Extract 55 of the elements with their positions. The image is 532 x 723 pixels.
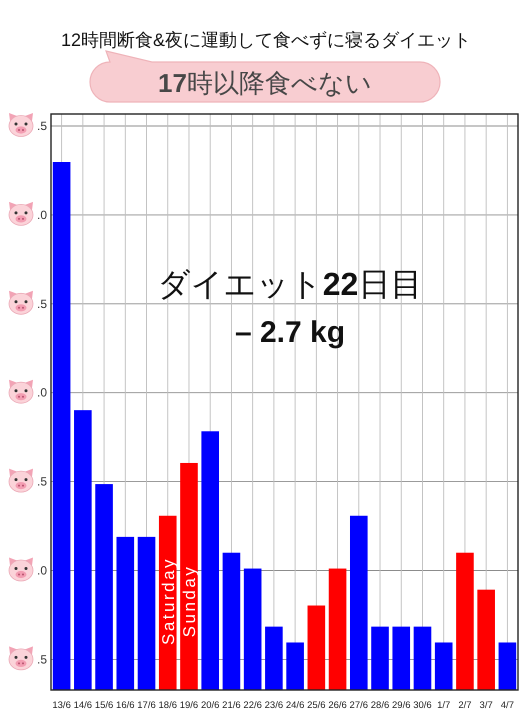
bar <box>244 568 262 690</box>
annotation: – 2.7 kg <box>234 316 346 349</box>
x-tick-label: 27/6 <box>350 700 368 711</box>
bar <box>308 606 326 690</box>
x-tick-label: 17/6 <box>137 700 156 711</box>
x-tick-label: 4/7 <box>500 700 514 711</box>
text: .5 <box>36 296 48 311</box>
bar <box>392 626 410 690</box>
bar <box>222 552 240 690</box>
x-tick-label: 18/6 <box>158 700 177 711</box>
text: .5 <box>36 474 48 489</box>
x-tick-label: 28/6 <box>370 700 390 711</box>
chart-subtitle: 17時以降食べない <box>158 68 372 98</box>
bar <box>116 536 134 690</box>
x-tick-label: 20/6 <box>200 700 220 711</box>
x-tick-label: 22/6 <box>243 700 262 711</box>
bar <box>477 590 495 690</box>
x-tick-label: 13/6 <box>52 700 71 711</box>
x-tick-label: 2/7 <box>458 700 472 711</box>
bar <box>414 626 432 690</box>
x-tick-label: 21/6 <box>222 700 241 711</box>
bar <box>138 536 156 690</box>
text: .0 <box>36 386 48 400</box>
bar <box>180 462 198 690</box>
x-tick-label: 14/6 <box>74 700 92 711</box>
annotation: Sunday <box>179 564 198 638</box>
x-tick-label: 29/6 <box>392 700 410 711</box>
x-tick-label: 24/6 <box>286 700 304 711</box>
bar <box>74 410 92 690</box>
text: .5 <box>36 119 48 133</box>
x-tick-label: 26/6 <box>328 700 347 711</box>
bar <box>456 552 474 690</box>
x-tick-label: 3/7 <box>480 700 493 711</box>
bar <box>350 516 368 690</box>
bar <box>201 431 220 690</box>
bar <box>434 642 453 690</box>
text: .5 <box>36 652 48 666</box>
x-tick-label: 16/6 <box>116 700 135 711</box>
x-tick-label: 30/6 <box>413 700 432 711</box>
chart-title: 12時間断食&夜に運動して食べずに寝るダイエット <box>60 30 472 50</box>
x-tick-label: 19/6 <box>180 700 198 711</box>
x-tick-label: 15/6 <box>94 700 114 711</box>
bar <box>95 484 113 690</box>
text: .0 <box>36 564 48 578</box>
x-tick-label: 23/6 <box>264 700 284 711</box>
bar <box>371 626 389 690</box>
bar <box>498 642 516 690</box>
bar <box>265 626 283 690</box>
bar <box>328 568 346 690</box>
text: .0 <box>36 208 48 222</box>
x-tick-label: 25/6 <box>307 700 326 711</box>
bar <box>52 162 70 690</box>
x-tick-label: 1/7 <box>437 700 450 711</box>
bar <box>286 642 304 690</box>
annotation: Saturday <box>158 556 178 646</box>
